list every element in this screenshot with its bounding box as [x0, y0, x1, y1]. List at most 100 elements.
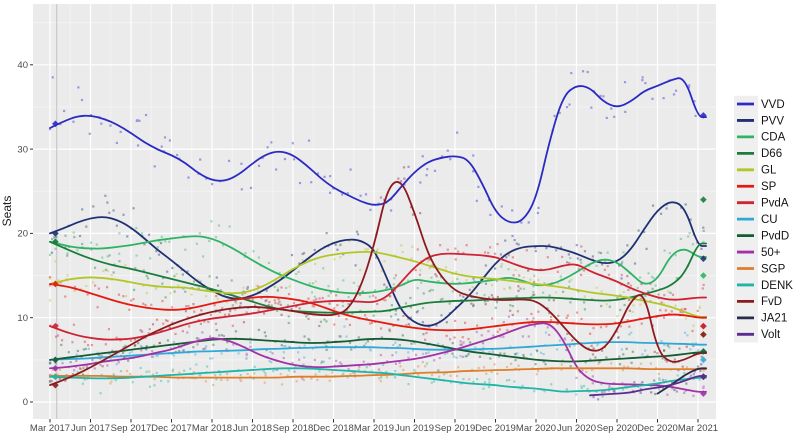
- poll-point: [526, 317, 529, 321]
- poll-point: [580, 317, 583, 321]
- poll-point: [215, 295, 218, 298]
- poll-point: [249, 341, 252, 344]
- poll-point: [626, 365, 629, 369]
- poll-point: [416, 286, 419, 290]
- poll-point: [509, 287, 512, 290]
- legend-label-ja21: JA21: [761, 313, 787, 325]
- poll-point: [506, 329, 509, 332]
- trend-line-50: [49, 322, 707, 393]
- poll-point: [482, 387, 485, 390]
- trend-line-fvd: [49, 181, 707, 386]
- poll-point: [96, 306, 99, 309]
- x-tick-label: Mar 2021: [678, 423, 718, 434]
- poll-point: [511, 209, 514, 212]
- poll-point: [48, 381, 52, 384]
- poll-point: [277, 298, 280, 301]
- poll-point: [700, 355, 703, 358]
- poll-point: [651, 324, 654, 327]
- poll-point: [639, 391, 642, 395]
- poll-point: [312, 299, 315, 302]
- poll-point: [151, 355, 154, 358]
- poll-point: [457, 366, 460, 369]
- poll-point: [379, 376, 383, 379]
- poll-point: [280, 286, 283, 289]
- poll-point: [282, 345, 286, 348]
- poll-point: [685, 382, 688, 385]
- poll-point: [442, 373, 446, 376]
- poll-point: [171, 321, 174, 324]
- poll-point: [400, 244, 403, 247]
- poll-point: [215, 328, 218, 332]
- poll-point: [355, 230, 359, 233]
- poll-point: [178, 371, 181, 374]
- poll-point: [298, 307, 301, 310]
- poll-point: [679, 237, 683, 241]
- poll-point: [321, 296, 324, 300]
- poll-point: [216, 297, 219, 301]
- poll-point: [257, 328, 261, 331]
- poll-point: [128, 352, 131, 355]
- poll-point: [664, 358, 667, 362]
- poll-point: [402, 314, 405, 318]
- legend-label-pvv: PVV: [761, 115, 784, 127]
- poll-point: [276, 287, 280, 290]
- poll-point: [673, 388, 676, 392]
- poll-point: [292, 158, 296, 161]
- poll-point: [575, 376, 578, 379]
- poll-point: [64, 245, 67, 249]
- poll-point: [53, 236, 56, 239]
- poll-point: [384, 299, 387, 302]
- poll-point: [628, 333, 631, 336]
- poll-point: [431, 289, 435, 292]
- poll-point: [576, 311, 579, 314]
- poll-point: [488, 378, 491, 381]
- poll-point: [251, 298, 254, 301]
- poll-point: [303, 356, 306, 359]
- poll-point: [171, 266, 174, 270]
- poll-point: [472, 154, 475, 157]
- poll-point: [568, 345, 571, 348]
- poll-point: [383, 260, 386, 263]
- poll-point: [454, 270, 458, 274]
- poll-point: [403, 183, 406, 186]
- poll-point: [631, 350, 634, 353]
- poll-point: [507, 315, 511, 318]
- poll-point: [209, 357, 212, 360]
- poll-point: [505, 365, 509, 369]
- poll-point: [577, 369, 580, 373]
- poll-point: [366, 248, 369, 251]
- poll-point: [511, 256, 514, 259]
- poll-point: [472, 277, 475, 280]
- poll-point: [48, 361, 52, 364]
- trend-line-volt: [589, 375, 707, 397]
- poll-point: [498, 328, 501, 331]
- poll-point: [459, 354, 462, 358]
- poll-point: [301, 301, 304, 304]
- poll-point: [402, 368, 405, 372]
- poll-point: [73, 285, 77, 288]
- poll-point: [339, 335, 342, 338]
- poll-point: [596, 344, 599, 347]
- poll-point: [583, 301, 586, 304]
- poll-point: [145, 345, 148, 348]
- poll-point: [459, 343, 462, 346]
- poll-point: [380, 336, 384, 339]
- poll-point: [665, 207, 668, 210]
- y-tick-label: 40: [17, 60, 28, 71]
- poll-point: [394, 313, 397, 316]
- poll-point: [622, 365, 626, 368]
- poll-point: [500, 205, 503, 208]
- poll-point: [394, 369, 397, 373]
- poll-point: [390, 315, 393, 318]
- poll-point: [441, 155, 444, 158]
- poll-point: [216, 284, 220, 287]
- poll-point: [613, 390, 616, 393]
- poll-point: [104, 343, 107, 346]
- poll-point: [537, 206, 540, 210]
- poll-point: [651, 97, 654, 100]
- poll-point: [401, 334, 404, 337]
- poll-point: [126, 235, 129, 238]
- poll-point: [473, 279, 476, 283]
- poll-point: [481, 275, 484, 279]
- poll-point: [591, 368, 594, 372]
